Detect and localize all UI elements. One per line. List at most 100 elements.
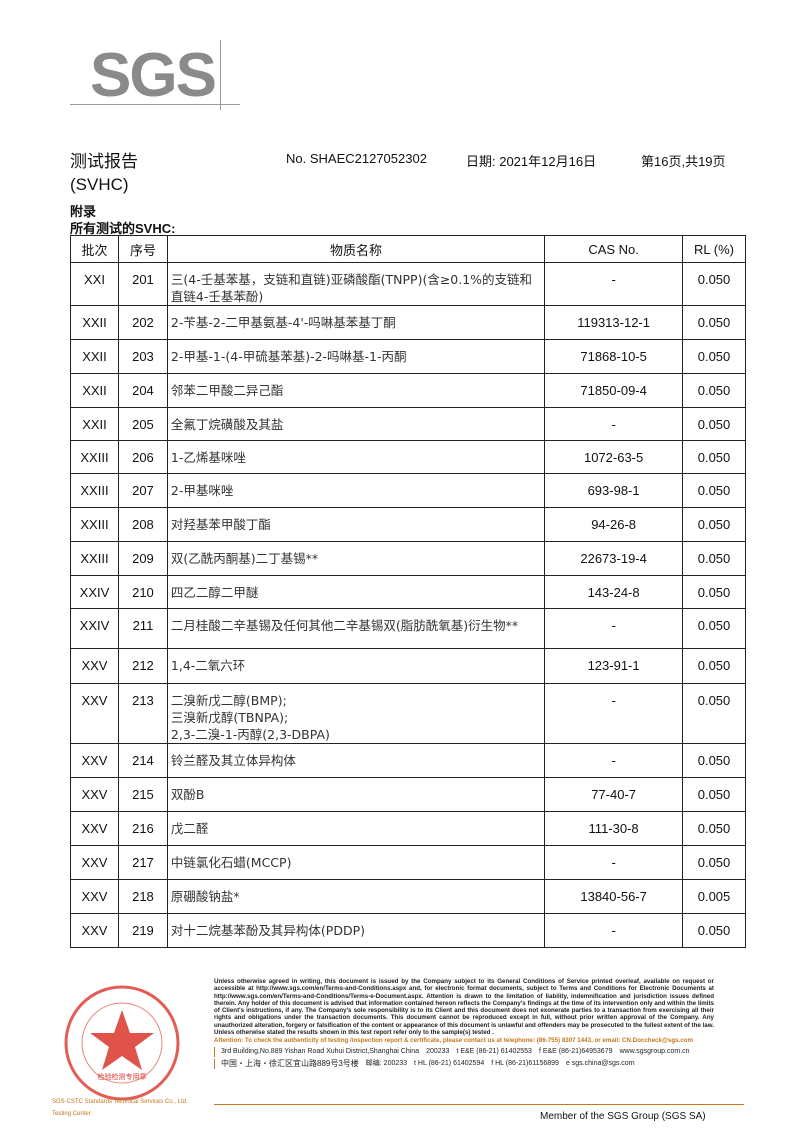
zip-cn: 邮编: 200233 bbox=[365, 1059, 408, 1067]
seq-cell: 211 bbox=[117, 608, 168, 649]
address-row-cn: 中国・上海・徐汇区宜山路889号3号楼 邮编: 200233 t HL (86-… bbox=[214, 1058, 744, 1069]
logo-rule bbox=[70, 104, 240, 105]
cas-cell: - bbox=[544, 913, 684, 948]
cas-cell: - bbox=[544, 407, 684, 441]
cas-cell: 119313-12-1 bbox=[544, 305, 684, 340]
table-row: XXII 203 2-甲基-1-(4-甲硫基苯基)-2-吗啉基-1-丙酮 71868-… bbox=[70, 339, 746, 374]
batch-cell: XXV bbox=[70, 811, 119, 846]
report-title: 测试报告 bbox=[70, 152, 138, 171]
legal-disclaimer: Unless otherwise agreed in writing, this… bbox=[214, 978, 714, 1037]
table-row: XXV 217 中链氯化石蜡(MCCP) -0.050 bbox=[70, 845, 746, 880]
cas-cell: - bbox=[544, 743, 684, 778]
rl-cell: 0.050 bbox=[682, 305, 746, 340]
rl-cell: 0.050 bbox=[682, 507, 746, 542]
footer-block: Unless otherwise agreed in writing, this… bbox=[214, 978, 744, 1069]
substance-cell: 2-甲基-1-(4-甲硫基苯基)-2-吗啉基-1-丙酮 bbox=[166, 339, 546, 374]
seq-cell: 215 bbox=[117, 777, 168, 812]
col-seq: 序号 bbox=[117, 235, 168, 263]
authenticity-notice: Attention: To check the authenticity of … bbox=[214, 1037, 694, 1045]
seq-cell: 214 bbox=[117, 743, 168, 778]
seq-cell: 204 bbox=[117, 373, 168, 408]
table-row: XXIV 210 四乙二醇二甲醚 143-24-8 0.050 bbox=[70, 575, 746, 609]
batch-cell: XXIII bbox=[70, 440, 119, 474]
batch-cell: XXII bbox=[70, 407, 119, 441]
batch-cell: XXII bbox=[70, 373, 119, 408]
cas-cell: - bbox=[544, 608, 684, 649]
rl-cell: 0.050 bbox=[682, 407, 746, 441]
address-en: 3rd Building,No.889 Yishan Road Xuhui Di… bbox=[221, 1047, 420, 1055]
cas-cell: 1072-63-5 bbox=[544, 440, 684, 474]
table-row: XXIII 209 双(乙酰丙酮基)二丁基锡** 22673-19-4 0.050 bbox=[70, 541, 746, 576]
table-row: XXV 216 戊二醛 111-30-8 0.050 bbox=[70, 811, 746, 846]
table-row: XXIII 207 2-甲基咪唑 693-98-1 0.050 bbox=[70, 473, 746, 508]
zip-en: 200233 bbox=[426, 1047, 450, 1055]
seq-cell: 209 bbox=[117, 541, 168, 576]
section-heading: 所有测试的SVHC: bbox=[70, 221, 176, 236]
footer-rule bbox=[214, 1104, 744, 1105]
col-rl: RL (%) bbox=[682, 235, 746, 263]
address-cn: 中国・上海・徐汇区宜山路889号3号楼 bbox=[221, 1058, 359, 1068]
email-link[interactable]: e sgs.china@sgs.com bbox=[565, 1059, 635, 1067]
cas-cell: 71868-10-5 bbox=[544, 339, 684, 374]
rl-cell: 0.050 bbox=[682, 440, 746, 474]
table-row: XXII 204 邻苯二甲酸二异己酯 71850-09-4 0.050 bbox=[70, 373, 746, 408]
batch-cell: XXV bbox=[70, 648, 119, 684]
substance-cell: 铃兰醛及其立体异构体 bbox=[166, 743, 546, 778]
rl-cell: 0.050 bbox=[682, 913, 746, 948]
substance-cell: 四乙二醇二甲醚 bbox=[166, 575, 546, 609]
rl-cell: 0.050 bbox=[682, 845, 746, 880]
table-row: XXV 213 二溴新戊二醇(BMP); 三溴新戊醇(TBNPA); 2,3-二溴-… bbox=[70, 683, 746, 744]
tel-ee: t E&E (86-21) 61402553 bbox=[456, 1047, 532, 1055]
substance-cell: 原硼酸钠盐* bbox=[166, 879, 546, 914]
seq-cell: 210 bbox=[117, 575, 168, 609]
seq-cell: 219 bbox=[117, 913, 168, 948]
table-header-row: 批次 序号 物质名称 CAS No. RL (%) bbox=[70, 235, 746, 263]
seq-cell: 205 bbox=[117, 407, 168, 441]
substance-cell: 1,4-二氧六环 bbox=[166, 648, 546, 684]
batch-cell: XXV bbox=[70, 845, 119, 880]
table-row: XXIII 206 1-乙烯基咪唑 1072-63-5 0.050 bbox=[70, 440, 746, 474]
seq-cell: 216 bbox=[117, 811, 168, 846]
substance-cell: 邻苯二甲酸二异己酯 bbox=[166, 373, 546, 408]
batch-cell: XXIII bbox=[70, 507, 119, 542]
cas-cell: 143-24-8 bbox=[544, 575, 684, 609]
cas-cell: - bbox=[544, 683, 684, 744]
table-row: XXV 218 原硼酸钠盐* 13840-56-7 0.005 bbox=[70, 879, 746, 914]
table-row: XXV 219 对十二烷基苯酚及其异构体(PDDP) -0.050 bbox=[70, 913, 746, 948]
tel-hl: t HL (86-21) 61402594 bbox=[414, 1059, 485, 1067]
batch-cell: XXIII bbox=[70, 541, 119, 576]
substance-cell: 中链氯化石蜡(MCCP) bbox=[166, 845, 546, 880]
seq-cell: 201 bbox=[117, 262, 168, 306]
substance-cell: 二月桂酸二辛基锡及任何其他二辛基锡双(脂肪酰氧基)衍生物** bbox=[166, 608, 546, 649]
cas-cell: 77-40-7 bbox=[544, 777, 684, 812]
cas-cell: 94-26-8 bbox=[544, 507, 684, 542]
table-row: XXV 214 铃兰醛及其立体异构体 -0.050 bbox=[70, 743, 746, 778]
cas-cell: - bbox=[544, 262, 684, 306]
website-link[interactable]: www.sgsgroup.com.cn bbox=[619, 1047, 690, 1055]
col-batch: 批次 bbox=[70, 235, 119, 263]
batch-cell: XXV bbox=[70, 683, 119, 744]
report-subtitle: (SVHC) bbox=[70, 175, 129, 194]
substance-cell: 2-甲基咪唑 bbox=[166, 473, 546, 508]
table-row: XXV 215 双酚B 77-40-7 0.050 bbox=[70, 777, 746, 812]
substance-cell: 2-苄基-2-二甲基氨基-4'-吗啉基苯基丁酮 bbox=[166, 305, 546, 340]
seq-cell: 206 bbox=[117, 440, 168, 474]
substance-cell: 对羟基苯甲酸丁酯 bbox=[166, 507, 546, 542]
sgs-logo: SGS bbox=[70, 40, 240, 110]
col-cas: CAS No. bbox=[544, 235, 684, 263]
seq-cell: 202 bbox=[117, 305, 168, 340]
rl-cell: 0.050 bbox=[682, 339, 746, 374]
table-row: XXII 205 全氟丁烷磺酸及其盐 -0.050 bbox=[70, 407, 746, 441]
fax-ee: f E&E (86-21)64953679 bbox=[538, 1047, 613, 1055]
substance-cell: 全氟丁烷磺酸及其盐 bbox=[166, 407, 546, 441]
cas-cell: 13840-56-7 bbox=[544, 879, 684, 914]
substance-cell: 二溴新戊二醇(BMP); 三溴新戊醇(TBNPA); 2,3-二溴-1-丙醇(2… bbox=[166, 683, 546, 744]
rl-cell: 0.050 bbox=[682, 541, 746, 576]
seq-cell: 203 bbox=[117, 339, 168, 374]
seq-cell: 207 bbox=[117, 473, 168, 508]
substance-cell: 双酚B bbox=[166, 777, 546, 812]
seq-cell: 218 bbox=[117, 879, 168, 914]
inspection-stamp: 检验检测专用章 SGS-CSTC Standards Technical Ser… bbox=[52, 985, 188, 1117]
seq-cell: 212 bbox=[117, 648, 168, 684]
